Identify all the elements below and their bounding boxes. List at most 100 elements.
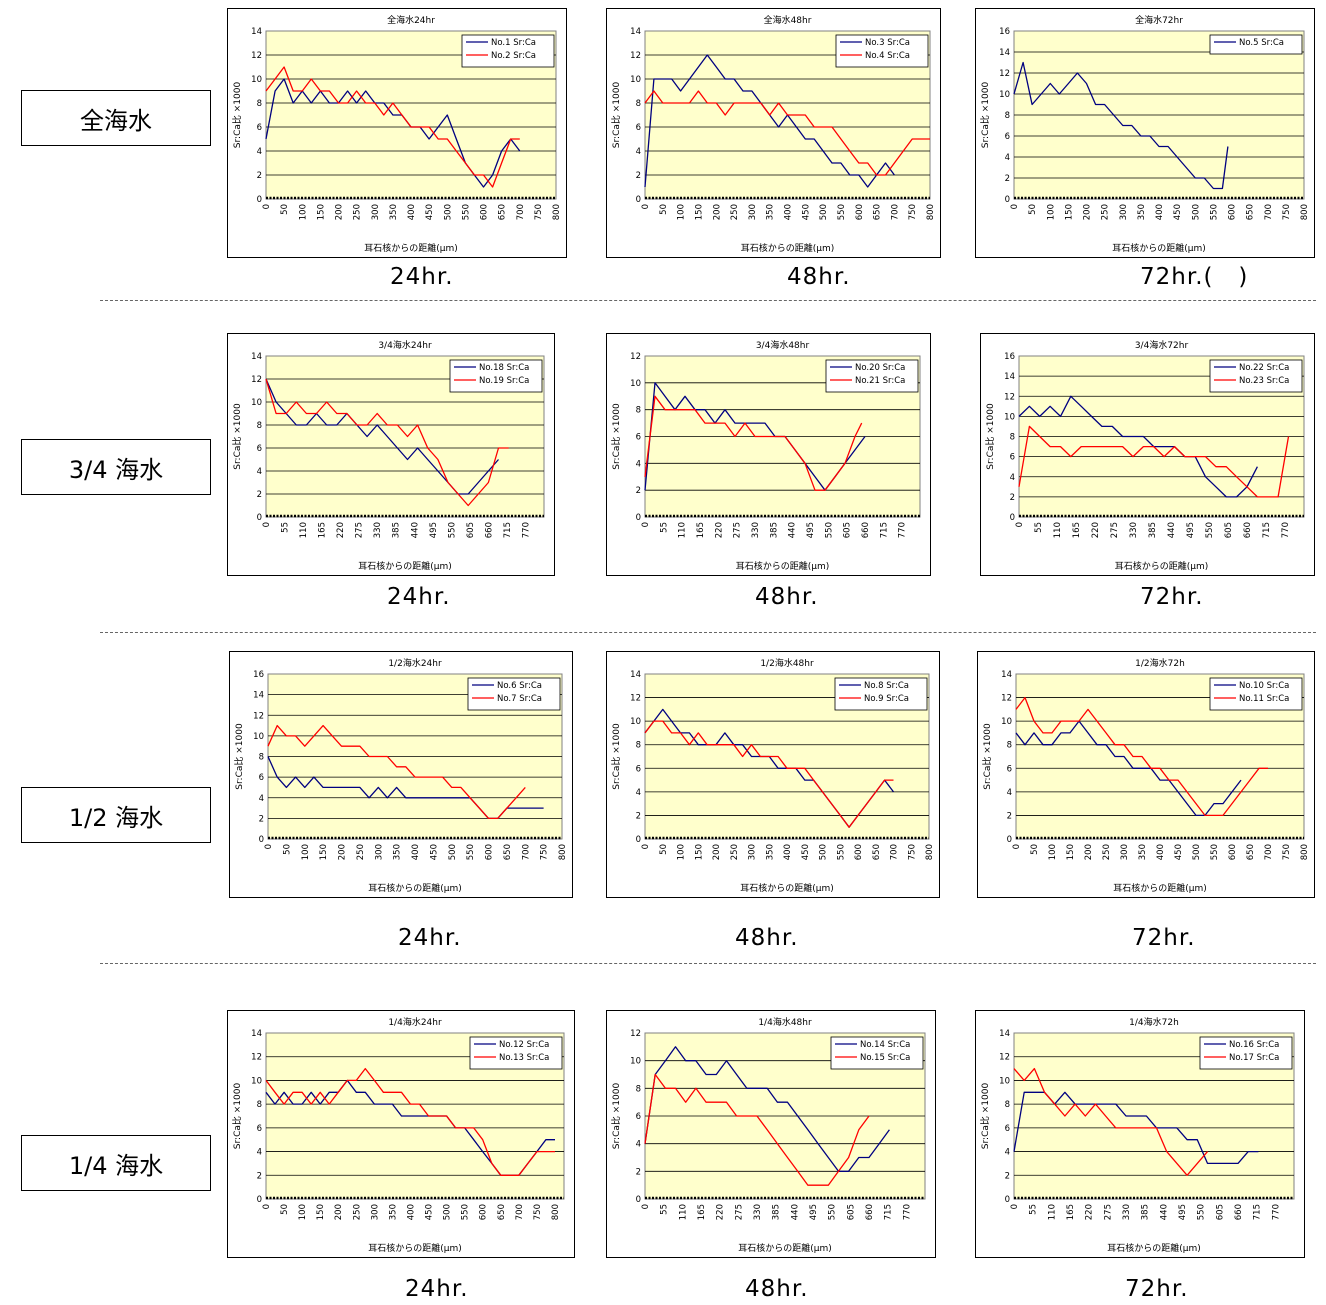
y-tick-label: 2 bbox=[1005, 1171, 1010, 1181]
caption-row1-48hr: 48hr. bbox=[787, 264, 851, 290]
x-tick-label: 0 bbox=[1012, 844, 1022, 849]
chart-title: 1/2海水24hr bbox=[388, 657, 442, 669]
chart-full-48hr: 全海水48hr 0 2 4 6 8 10 12 14 0 50 100 150 200 250 300 350 4… bbox=[606, 8, 941, 258]
x-tick-label: 750 bbox=[907, 844, 917, 860]
x-tick-label: 495 bbox=[809, 1204, 819, 1220]
caption-row3-24hr: 24hr. bbox=[398, 925, 462, 951]
y-tick-label: 8 bbox=[636, 406, 641, 416]
y-axis-label: Sr:Ca比 ×1000 bbox=[231, 403, 243, 470]
x-tick-label: 300 bbox=[371, 204, 381, 220]
x-tick-label: 110 bbox=[1047, 1204, 1057, 1220]
x-tick-label: 500 bbox=[443, 204, 453, 220]
x-tick-label: 700 bbox=[890, 204, 900, 220]
x-tick-label: 400 bbox=[1156, 844, 1166, 860]
legend-entry: No.21 Sr:Ca bbox=[855, 376, 905, 386]
x-tick-label: 275 bbox=[734, 1204, 744, 1220]
x-axis-label: 耳石核からの距離(μm) bbox=[368, 1242, 462, 1254]
chart-svg: 全海水24hr 0 2 4 6 8 10 12 14 0 50 100 150 200 250 300 350 4… bbox=[231, 14, 562, 254]
caption-row3-48hr: 48hr. bbox=[735, 925, 799, 951]
y-tick-label: 12 bbox=[251, 51, 262, 61]
x-tick-label: 300 bbox=[370, 1204, 380, 1220]
x-tick-label: 605 bbox=[846, 1204, 856, 1220]
y-tick-label: 12 bbox=[999, 69, 1010, 79]
x-tick-label: 650 bbox=[1246, 204, 1256, 220]
y-tick-label: 10 bbox=[630, 379, 641, 389]
x-tick-label: 650 bbox=[503, 844, 513, 860]
x-tick-label: 550 bbox=[461, 204, 471, 220]
y-tick-label: 2 bbox=[636, 171, 641, 181]
chart-title: 1/4海水24hr bbox=[388, 1016, 442, 1028]
y-tick-label: 0 bbox=[257, 195, 262, 205]
x-tick-label: 275 bbox=[355, 522, 365, 538]
x-tick-label: 250 bbox=[730, 844, 740, 860]
y-tick-label: 0 bbox=[1005, 1195, 1010, 1205]
y-tick-label: 16 bbox=[999, 27, 1010, 37]
legend-entry: No.16 Sr:Ca bbox=[1229, 1040, 1279, 1050]
x-tick-label: 800 bbox=[1300, 844, 1310, 860]
x-tick-label: 750 bbox=[908, 204, 918, 220]
y-tick-label: 2 bbox=[636, 1167, 641, 1177]
y-tick-label: 16 bbox=[253, 670, 264, 680]
x-tick-label: 660 bbox=[1234, 1204, 1244, 1220]
y-tick-label: 2 bbox=[257, 171, 262, 181]
y-tick-label: 12 bbox=[999, 1053, 1010, 1063]
x-tick-label: 200 bbox=[338, 844, 348, 860]
series-line-no-13-sr-ca bbox=[265, 1067, 555, 1176]
x-tick-label: 55 bbox=[1034, 522, 1044, 533]
legend-entry: No.7 Sr:Ca bbox=[497, 694, 542, 704]
x-tick-label: 150 bbox=[316, 204, 326, 220]
chart-quarter-72hr: 1/4海水72h 0 2 4 6 8 10 12 14 0 55 110 165 220 275 330 385… bbox=[975, 1010, 1305, 1258]
x-tick-label: 165 bbox=[696, 522, 706, 538]
x-tick-label: 500 bbox=[1191, 204, 1201, 220]
y-axis-label: Sr:Ca比 ×1000 bbox=[981, 723, 993, 790]
x-tick-label: 220 bbox=[716, 1204, 726, 1220]
chart-title: 3/4海水48hr bbox=[756, 339, 810, 351]
chart-svg: 1/4海水72h 0 2 4 6 8 10 12 14 0 55 110 165 220 275 330 385… bbox=[979, 1016, 1295, 1254]
x-axis-label: 耳石核からの距離(μm) bbox=[1113, 882, 1207, 894]
x-tick-label: 600 bbox=[1228, 844, 1238, 860]
chart-title: 1/4海水72h bbox=[1129, 1016, 1179, 1028]
x-tick-label: 450 bbox=[425, 204, 435, 220]
caption-row4-48hr: 48hr. bbox=[745, 1276, 809, 1302]
x-axis-label: 耳石核からの距離(μm) bbox=[738, 1242, 832, 1254]
y-tick-label: 2 bbox=[257, 1171, 262, 1181]
legend-entry: No.4 Sr:Ca bbox=[865, 51, 910, 61]
y-tick-label: 0 bbox=[259, 835, 264, 845]
x-tick-label: 275 bbox=[1110, 522, 1120, 538]
x-tick-label: 600 bbox=[485, 844, 495, 860]
y-tick-label: 12 bbox=[630, 1029, 641, 1039]
legend-entry: No.17 Sr:Ca bbox=[1229, 1053, 1279, 1063]
x-tick-label: 150 bbox=[694, 204, 704, 220]
x-tick-label: 715 bbox=[879, 522, 889, 538]
row-label-full-seawater: 全海水 bbox=[21, 90, 211, 146]
series-line-no-22-sr-ca bbox=[1018, 395, 1258, 498]
x-tick-label: 100 bbox=[1048, 844, 1058, 860]
x-tick-label: 110 bbox=[678, 522, 688, 538]
y-tick-label: 8 bbox=[257, 1100, 262, 1110]
x-tick-label: 385 bbox=[769, 522, 779, 538]
legend-entry: No.14 Sr:Ca bbox=[860, 1040, 910, 1050]
x-axis-label: 耳石核からの距離(μm) bbox=[736, 560, 830, 572]
x-tick-label: 330 bbox=[753, 1204, 763, 1220]
x-tick-label: 550 bbox=[828, 1204, 838, 1220]
x-tick-label: 700 bbox=[890, 844, 900, 860]
chart-title: 1/4海水48hr bbox=[758, 1016, 812, 1028]
x-tick-label: 495 bbox=[1178, 1204, 1188, 1220]
x-tick-label: 770 bbox=[1271, 1204, 1281, 1220]
y-tick-label: 8 bbox=[636, 99, 641, 109]
series-line-no-5-sr-ca bbox=[1013, 61, 1229, 190]
x-tick-label: 750 bbox=[1282, 204, 1292, 220]
x-tick-label: 715 bbox=[503, 522, 513, 538]
x-tick-label: 100 bbox=[298, 1204, 308, 1220]
caption-row2-48hr: 48hr. bbox=[755, 584, 819, 610]
x-tick-label: 150 bbox=[316, 1204, 326, 1220]
y-tick-label: 12 bbox=[630, 352, 641, 362]
y-tick-label: 10 bbox=[630, 75, 641, 85]
legend-entry: No.19 Sr:Ca bbox=[479, 376, 529, 386]
legend-entry: No.10 Sr:Ca bbox=[1239, 681, 1289, 691]
x-axis-label: 耳石核からの距離(μm) bbox=[1115, 560, 1209, 572]
chart-3q-72hr: 3/4海水72hr 0 2 4 6 8 10 12 14 16 0 55 110 165 220 275 330… bbox=[980, 333, 1315, 576]
x-tick-label: 550 bbox=[824, 522, 834, 538]
x-tick-label: 50 bbox=[1028, 204, 1038, 215]
x-tick-label: 300 bbox=[748, 844, 758, 860]
